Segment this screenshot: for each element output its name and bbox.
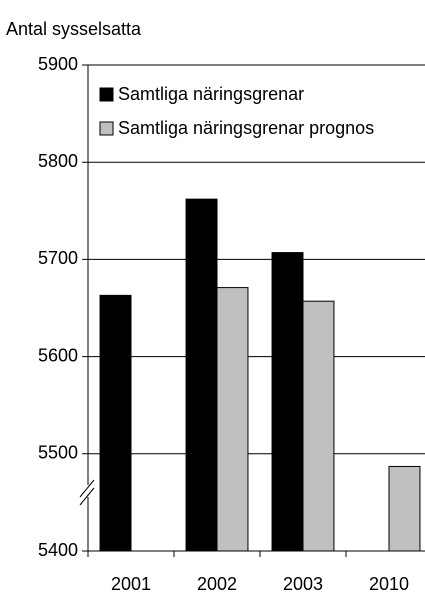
bar [99,294,132,552]
axis-break [79,479,95,498]
y-axis-label: Antal sysselsatta [6,19,142,39]
legend-label: Samtliga näringsgrenar [118,84,304,104]
bar [216,287,249,552]
bar [388,465,421,552]
y-tick-label: 5700 [38,248,78,268]
y-tick-label: 5400 [38,540,78,560]
axis-break [79,487,95,506]
legend-swatch [99,121,114,136]
bar [271,252,304,552]
x-tick-label: 2003 [283,574,323,594]
x-tick-label: 2010 [369,574,409,594]
legend-label: Samtliga näringsgrenar prognos [118,118,374,138]
y-tick-label: 5900 [38,54,78,74]
bar [302,300,335,552]
bar [185,198,218,552]
x-tick-label: 2001 [111,574,151,594]
legend-swatch [99,87,114,102]
y-tick-label: 5600 [38,345,78,365]
y-tick-label: 5500 [38,443,78,463]
axis-break-gap [80,485,96,497]
y-tick-label: 5800 [38,151,78,171]
x-tick-label: 2002 [197,574,237,594]
